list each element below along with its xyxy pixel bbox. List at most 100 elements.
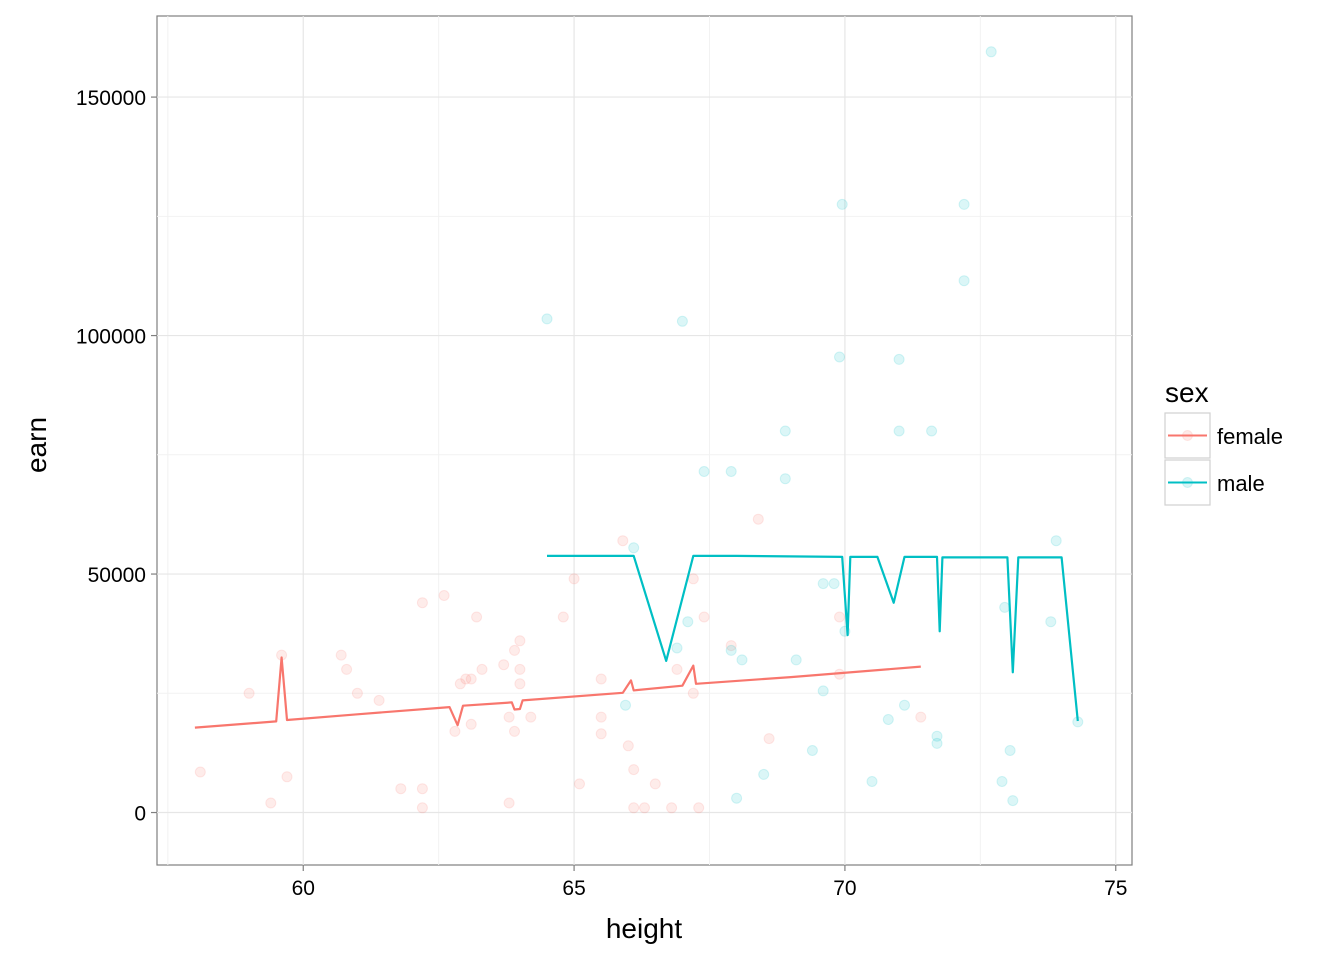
data-point-female (509, 644, 520, 656)
legend-item-female: female (1164, 412, 1283, 459)
data-point-female (395, 783, 407, 795)
y-tick-label: 100000 (76, 326, 146, 349)
data-point-male (671, 642, 683, 654)
data-point-female (503, 711, 515, 723)
data-point-female (335, 649, 347, 661)
data-point-female (514, 635, 526, 647)
data-point-female (834, 611, 845, 623)
data-point-male (893, 425, 905, 437)
data-point-male (758, 768, 770, 780)
data-point-male (806, 745, 818, 756)
data-point-female (503, 797, 515, 809)
legend-label-male: male (1217, 471, 1265, 496)
data-point-male (676, 315, 688, 327)
data-point-female (574, 778, 585, 790)
x-tick-label: 70 (833, 877, 856, 900)
data-point-female (416, 597, 428, 609)
data-point-female (449, 725, 461, 737)
y-tick-label: 0 (134, 803, 146, 826)
data-point-male (958, 198, 970, 210)
data-point-male (541, 313, 553, 325)
data-point-female (617, 535, 629, 547)
data-point-male (628, 542, 640, 554)
data-point-male (985, 46, 997, 58)
data-point-female (525, 711, 537, 723)
fit-lines (194, 554, 1079, 729)
data-point-female (514, 663, 526, 675)
data-point-female (460, 673, 472, 685)
y-axis-title: earn (21, 417, 52, 473)
data-point-male (958, 275, 970, 287)
data-point-male (834, 351, 845, 363)
data-point-male (817, 578, 829, 590)
data-point-male (931, 737, 943, 749)
plot-panel (156, 15, 1133, 866)
data-point-female (465, 673, 477, 685)
data-point-female (595, 673, 607, 685)
data-point-female (687, 573, 699, 585)
data-points (194, 46, 1084, 814)
data-point-male (828, 578, 840, 590)
data-point-female (471, 611, 483, 623)
data-point-female (693, 802, 705, 814)
legend-label-female: female (1217, 424, 1283, 449)
data-point-female (465, 718, 477, 730)
data-point-female (725, 640, 737, 652)
data-point-male (779, 425, 791, 437)
data-point-female (763, 733, 775, 745)
data-point-female (698, 611, 710, 623)
data-point-male (725, 466, 737, 477)
data-point-female (649, 778, 661, 790)
data-point-female (281, 771, 293, 783)
data-point-female (915, 711, 927, 723)
data-point-female (639, 802, 650, 814)
y-tick-label: 150000 (76, 87, 146, 110)
data-point-female (595, 728, 607, 740)
data-point-male (779, 473, 791, 485)
data-point-male (1004, 745, 1016, 756)
data-point-male (736, 654, 748, 666)
legend: sex female male (1164, 377, 1283, 506)
data-point-female (595, 711, 607, 723)
data-point-female (568, 573, 580, 585)
data-point-male (731, 792, 743, 804)
data-point-male (1050, 535, 1062, 547)
data-point-female (351, 687, 363, 699)
data-point-female (265, 797, 277, 809)
data-point-female (416, 783, 428, 795)
data-point-female (509, 725, 520, 737)
data-point-male (899, 699, 910, 711)
data-point-female (628, 764, 640, 776)
data-point-female (373, 694, 385, 706)
data-point-male (836, 198, 848, 210)
data-point-female (622, 740, 634, 752)
data-point-male (682, 616, 694, 628)
data-point-female (752, 513, 764, 525)
y-axis: 0 50000 100000 150000 (76, 87, 157, 826)
legend-title: sex (1165, 377, 1209, 408)
data-point-male (790, 654, 802, 666)
data-point-female (438, 590, 450, 601)
data-point-male (1045, 616, 1057, 628)
data-point-male (926, 425, 938, 437)
x-axis: 60 65 70 75 (292, 865, 1127, 900)
data-point-male (882, 714, 894, 725)
data-point-female (341, 663, 353, 675)
data-point-female (628, 802, 640, 814)
data-point-female (476, 663, 488, 675)
x-tick-label: 60 (292, 877, 315, 900)
x-tick-label: 65 (562, 877, 585, 900)
x-axis-title: height (606, 913, 683, 944)
data-point-female (498, 659, 510, 671)
fit-line-male (547, 554, 1079, 722)
data-point-male (1007, 795, 1019, 807)
data-point-male (817, 685, 829, 697)
x-tick-label: 75 (1104, 877, 1127, 900)
data-point-female (514, 678, 526, 690)
data-point-male (999, 601, 1011, 613)
data-point-male (893, 353, 905, 365)
data-point-male (698, 466, 710, 477)
minor-gridlines (157, 16, 1132, 865)
data-point-male (725, 644, 737, 656)
